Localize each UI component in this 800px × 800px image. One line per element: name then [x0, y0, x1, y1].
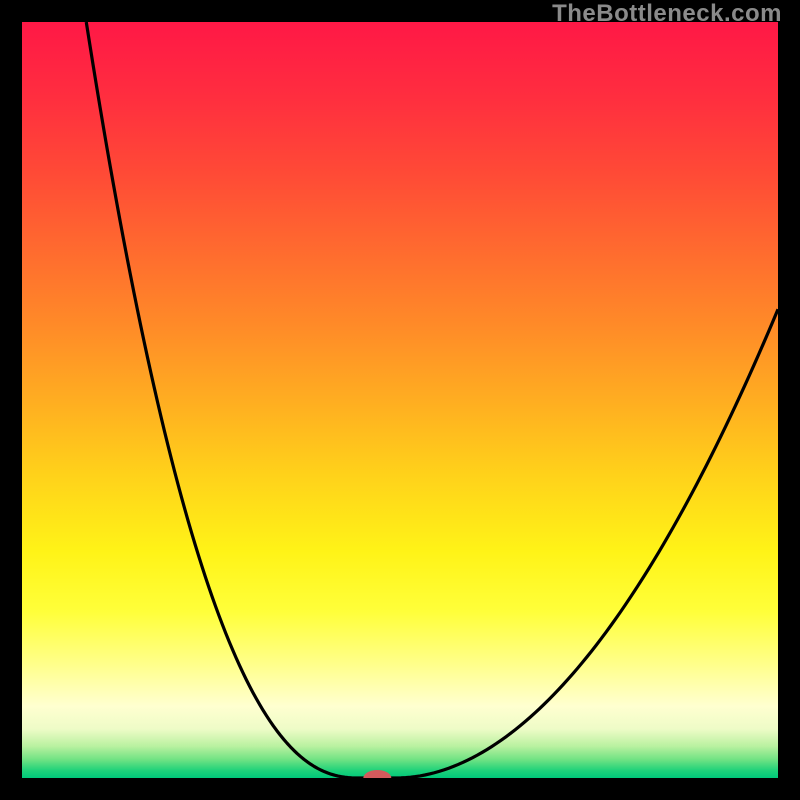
bottleneck-plot: [22, 22, 778, 778]
chart-frame: TheBottleneck.com: [0, 0, 800, 800]
plot-background: [22, 22, 778, 778]
watermark-text: TheBottleneck.com: [552, 0, 782, 28]
